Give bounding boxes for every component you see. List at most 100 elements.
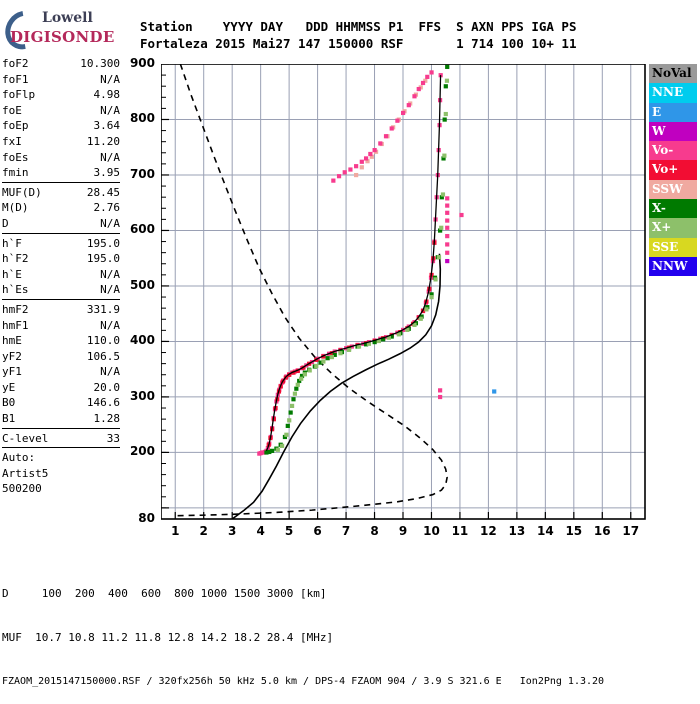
- param-value: N/A: [100, 103, 120, 117]
- x-axis-label: 1: [171, 524, 180, 538]
- x-axis-label: 2: [199, 524, 208, 538]
- data-point: [354, 164, 359, 169]
- data-point: [445, 225, 450, 230]
- param-row: yE 20.0: [2, 380, 120, 396]
- data-point: [338, 351, 343, 356]
- data-point: [331, 178, 336, 183]
- y-axis-label: 700: [129, 166, 155, 181]
- data-point: [436, 255, 442, 260]
- bottom-info-block: D 100 200 400 600 800 1000 1500 3000 [km…: [2, 558, 604, 704]
- data-point: [445, 218, 450, 223]
- legend-item-e[interactable]: E: [649, 102, 697, 122]
- param-group-1: MUF(D) 28.45 M(D) 2.76 D N/A: [2, 185, 120, 234]
- param-value: 10.300: [80, 57, 120, 70]
- data-point: [443, 111, 448, 117]
- data-point: [359, 165, 364, 170]
- data-point: [356, 344, 362, 349]
- param-value: 195.0: [86, 252, 120, 266]
- param-row: yF2 106.5: [2, 349, 120, 365]
- data-point: [396, 332, 401, 337]
- data-point: [424, 307, 429, 312]
- legend-item-vo-[interactable]: Vo-: [649, 141, 697, 161]
- series-1: [266, 240, 437, 447]
- data-point: [412, 322, 417, 327]
- param-row: D N/A: [2, 216, 120, 232]
- ionogram-plot: 80 200 300 400 500 600 700 800 900 1 2 3 4 5 6 7 8 9 10 11 1…: [130, 56, 646, 538]
- data-point: [264, 450, 269, 455]
- series-3: [275, 78, 450, 452]
- param-row: hmE 110.0: [2, 333, 120, 349]
- x-axis-label: 11: [451, 524, 469, 538]
- x-axis-label: 17: [622, 524, 640, 538]
- x-axis-label: 4: [256, 524, 265, 538]
- param-key: hmF2: [2, 302, 29, 316]
- param-row: hmF1 N/A: [2, 318, 120, 334]
- data-point: [389, 126, 394, 131]
- legend-item-nnw[interactable]: NNW: [649, 256, 697, 277]
- series-6: [492, 389, 497, 394]
- param-row: foF2 10.300: [2, 56, 120, 72]
- x-axis-label: 10: [423, 524, 440, 538]
- data-point: [441, 156, 446, 161]
- param-row: fmin 3.95: [2, 165, 120, 181]
- data-point: [299, 373, 305, 379]
- data-point: [307, 368, 312, 373]
- station-header-line2: Fortaleza 2015 Mai27 147 150000 RSF 1 71…: [140, 36, 577, 51]
- data-point: [285, 423, 290, 428]
- param-key: foE: [2, 103, 22, 117]
- data-point: [284, 432, 289, 437]
- dashed-profile-curve: [176, 64, 448, 517]
- x-axis-label: 3: [227, 524, 237, 538]
- param-row: C-level 33: [2, 431, 120, 447]
- param-row: foEp 3.64: [2, 118, 120, 134]
- legend-item-sse[interactable]: SSE: [649, 237, 697, 257]
- param-value: N/A: [100, 72, 120, 86]
- data-point: [444, 78, 450, 83]
- legend-item-w[interactable]: W: [649, 121, 697, 142]
- param-key: yF1: [2, 365, 22, 379]
- data-point: [314, 363, 319, 369]
- x-axis-label: 9: [398, 524, 408, 538]
- data-point: [287, 418, 292, 423]
- plot-frame: [161, 64, 646, 520]
- param-value: N/A: [100, 283, 120, 297]
- gridlines: [161, 64, 645, 519]
- legend-item-ssw[interactable]: SSW: [649, 179, 697, 200]
- data-point: [418, 316, 423, 321]
- param-key: fmin: [2, 166, 29, 180]
- data-point: [439, 225, 444, 230]
- data-point: [433, 277, 438, 282]
- data-point: [459, 212, 464, 218]
- polarization-legend: NoVal NNE E W Vo- Vo+ SSW X- X+ SSE NNW: [649, 64, 697, 277]
- legend-item-x-[interactable]: X+: [649, 218, 697, 238]
- data-point: [395, 118, 400, 123]
- data-point: [325, 356, 330, 361]
- param-row: h`Es N/A: [2, 282, 120, 298]
- data-point: [420, 80, 426, 86]
- legend-item-nne[interactable]: NNE: [649, 83, 697, 103]
- param-key: foF2: [2, 57, 29, 70]
- param-value: 33: [106, 431, 120, 445]
- data-point: [275, 447, 280, 452]
- param-value: N/A: [100, 365, 120, 379]
- ionogram-canvas: [161, 64, 646, 520]
- legend-item-x-[interactable]: X-: [649, 199, 697, 219]
- data-point: [321, 359, 326, 364]
- param-key: hmE: [2, 334, 22, 348]
- param-value: 4.98: [93, 88, 121, 102]
- legend-item-vo-[interactable]: Vo+: [649, 160, 697, 180]
- param-row: fxI 11.20: [2, 134, 120, 150]
- param-footer-line: Artist5: [2, 466, 49, 480]
- data-point: [445, 196, 450, 201]
- param-key: foEs: [2, 150, 29, 164]
- data-point: [386, 335, 391, 340]
- param-key: D: [2, 216, 9, 230]
- data-point: [445, 242, 450, 247]
- param-row: yF1 N/A: [2, 364, 120, 380]
- x-axis-label: 16: [593, 524, 611, 538]
- param-row: B1 1.28: [2, 411, 120, 427]
- data-point: [445, 64, 450, 69]
- data-point: [267, 449, 272, 455]
- legend-item-noval[interactable]: NoVal: [649, 64, 697, 84]
- param-value: 331.9: [86, 302, 120, 316]
